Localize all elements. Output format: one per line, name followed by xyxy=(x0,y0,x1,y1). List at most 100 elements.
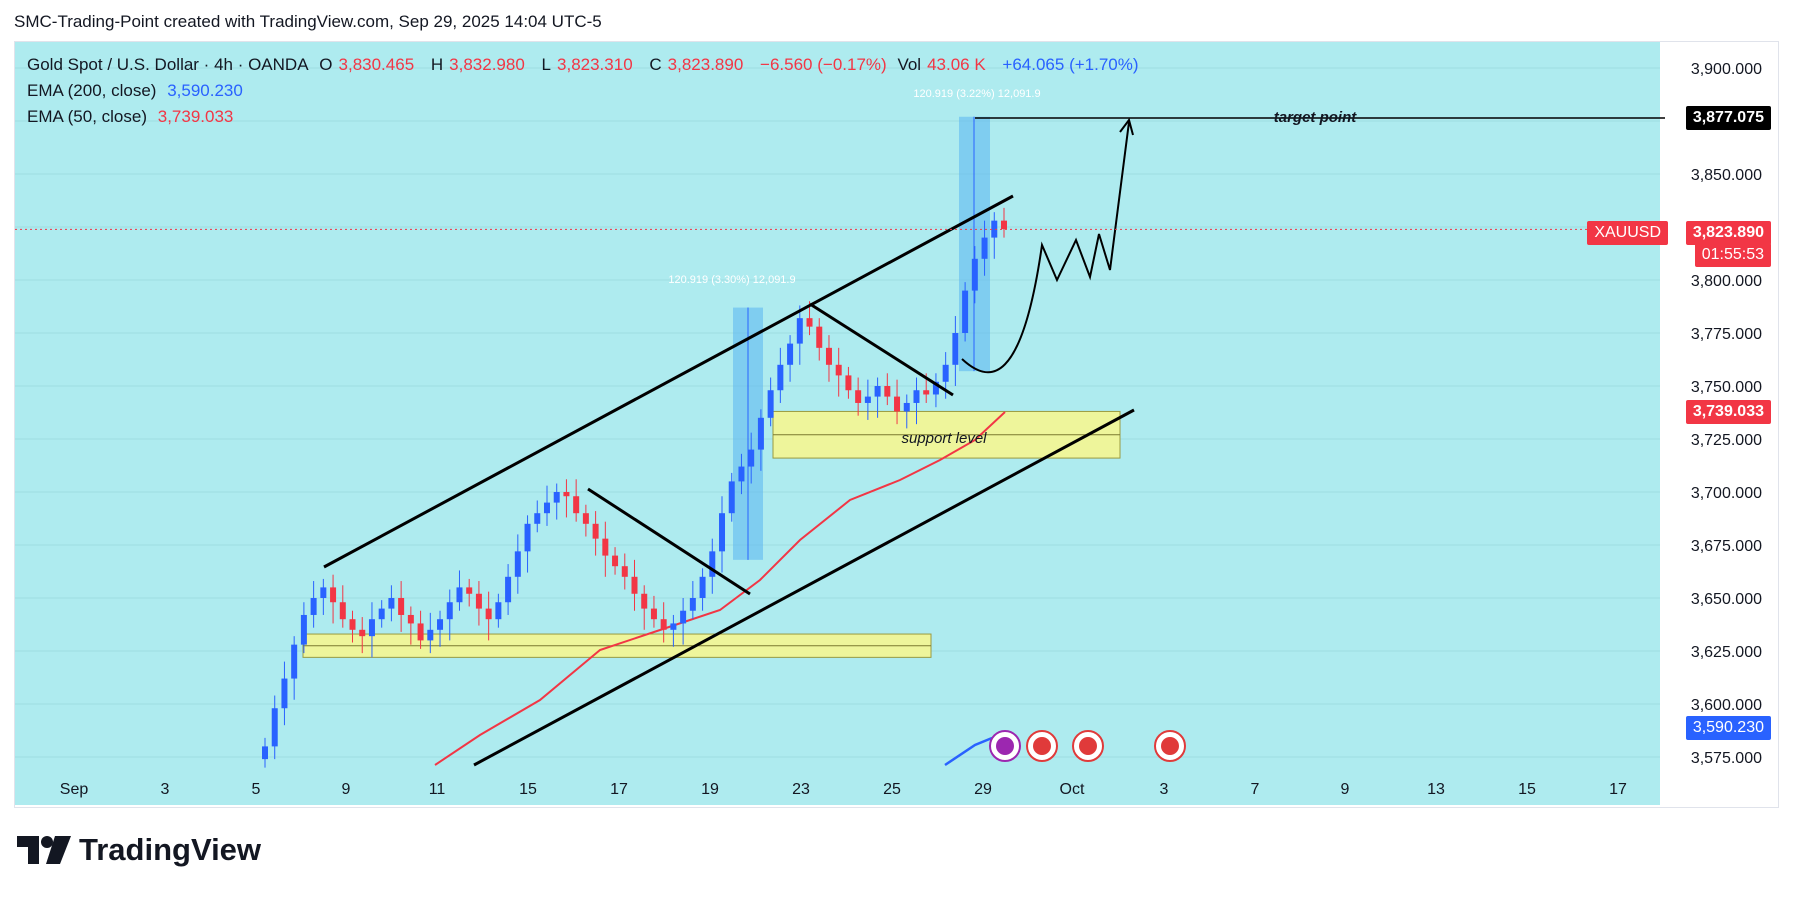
candle-body xyxy=(582,513,589,524)
candle xyxy=(281,661,288,726)
x-tick-label: 7 xyxy=(1251,781,1260,798)
y-tick-label: 3,575.000 xyxy=(1691,750,1762,767)
candle xyxy=(894,379,901,425)
event-icon-dot xyxy=(1161,737,1179,755)
candle xyxy=(505,564,512,615)
legend-ema200-value: 3,590.230 xyxy=(167,81,243,100)
y-tick-label: 3,725.000 xyxy=(1691,432,1762,449)
candle xyxy=(388,585,395,622)
candle-body xyxy=(339,602,346,620)
event-icon-dot xyxy=(1079,737,1097,755)
measure-label-2: 120.919 (3.22%) 12,091.9 xyxy=(913,88,1040,100)
legend-open: O 3,830.465 xyxy=(319,55,415,74)
y-tick-label: 3,775.000 xyxy=(1691,326,1762,343)
chart-caption: SMC-Trading-Point created with TradingVi… xyxy=(14,12,602,31)
event-icons xyxy=(989,730,1186,762)
last-price-tag: 3,823.890 xyxy=(1685,221,1771,245)
candle-body xyxy=(262,746,268,760)
candle-body xyxy=(835,364,842,376)
candle xyxy=(796,305,803,365)
candle-body xyxy=(320,587,327,598)
projection-arrowhead xyxy=(1119,117,1134,136)
event-icon xyxy=(1072,730,1104,762)
candle xyxy=(456,570,463,611)
candle xyxy=(952,316,959,386)
candle xyxy=(310,581,317,628)
candle-body xyxy=(728,481,735,514)
candle-body xyxy=(281,678,288,709)
x-tick-label: 19 xyxy=(701,781,719,798)
candle-body xyxy=(845,375,852,391)
candle-body xyxy=(903,402,910,412)
x-tick-label: 5 xyxy=(252,781,261,798)
candle-body xyxy=(330,587,337,603)
candle xyxy=(777,347,784,403)
candle-body xyxy=(719,513,726,552)
candle xyxy=(378,600,385,628)
channel-lower-line xyxy=(473,408,1135,767)
candle xyxy=(495,593,502,628)
x-tick-label: 3 xyxy=(161,781,170,798)
x-tick-label: 17 xyxy=(1609,781,1627,798)
x-tick-label: Sep xyxy=(60,781,89,798)
x-tick-label: 15 xyxy=(519,781,537,798)
candle xyxy=(991,212,998,259)
candle xyxy=(524,515,531,573)
candle-body xyxy=(709,551,716,577)
candle-body xyxy=(923,390,930,395)
countdown-tag: 01:55:53 xyxy=(1694,243,1771,267)
wedge-line-1 xyxy=(587,487,751,596)
tradingview-logo[interactable]: TradingView xyxy=(17,832,261,868)
candle xyxy=(359,617,366,654)
candle xyxy=(1001,207,1007,238)
candle xyxy=(427,612,434,654)
ema50-line xyxy=(434,411,1006,766)
candle-body xyxy=(806,318,813,327)
y-tick-label: 3,625.000 xyxy=(1691,644,1762,661)
measure-label-1: 120.919 (3.30%) 12,091.9 xyxy=(668,274,795,286)
legend-low: L 3,823.310 xyxy=(541,55,633,74)
candle-body xyxy=(757,417,764,450)
candle xyxy=(816,318,823,361)
candle xyxy=(475,581,482,626)
y-tick-label: 3,800.000 xyxy=(1691,273,1762,290)
candle xyxy=(291,636,298,700)
candle xyxy=(543,485,550,526)
candle xyxy=(709,538,716,594)
candle xyxy=(835,347,842,397)
y-tick-label: 3,850.000 xyxy=(1691,167,1762,184)
candle-body xyxy=(816,326,823,348)
candle-body xyxy=(991,220,998,238)
candle xyxy=(368,602,375,658)
candle-body xyxy=(962,290,969,333)
candle xyxy=(932,373,939,408)
candle-body xyxy=(981,237,988,259)
candle xyxy=(641,585,648,630)
candle xyxy=(602,521,609,577)
candle xyxy=(845,366,852,399)
candle xyxy=(417,610,424,649)
candle-body xyxy=(670,623,677,630)
legend-ema200-label: EMA (200, close) xyxy=(27,81,157,100)
candle xyxy=(689,581,696,620)
candle-body xyxy=(825,347,832,365)
candle-body xyxy=(660,619,667,630)
support-level-label: support level xyxy=(901,430,987,447)
drawings xyxy=(15,117,1665,767)
candle xyxy=(884,373,891,406)
x-tick-label: 25 xyxy=(883,781,901,798)
chart-legend: Gold Spot / U.S. Dollar · 4h · OANDA O 3,… xyxy=(27,52,1145,130)
projection-path xyxy=(961,121,1130,374)
legend-volume-change: +64.065 (+1.70%) xyxy=(1002,55,1139,74)
candle-body xyxy=(612,555,619,567)
x-tick-label: Oct xyxy=(1060,781,1085,798)
candle-body xyxy=(631,576,638,594)
legend-volume: Vol 43.06 K xyxy=(897,55,986,74)
candle-body xyxy=(291,644,298,679)
symbol-tag: XAUUSD xyxy=(1587,221,1668,245)
candle-body xyxy=(495,602,502,620)
candle xyxy=(787,335,794,382)
brand-name: TradingView xyxy=(79,832,262,867)
event-icon-dot xyxy=(996,737,1014,755)
